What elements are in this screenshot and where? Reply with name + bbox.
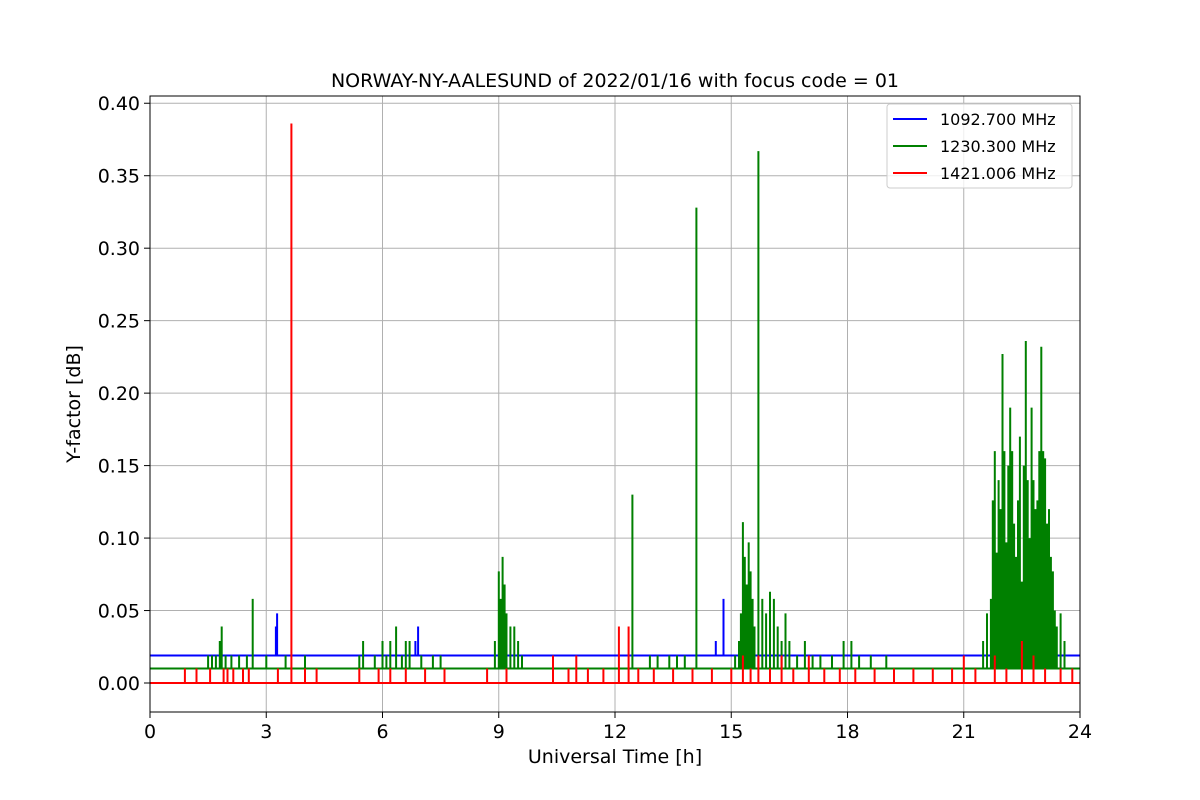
x-tick-label: 21 xyxy=(952,721,976,743)
x-tick-label: 12 xyxy=(603,721,627,743)
series-line-0 xyxy=(150,598,1080,657)
y-tick-label: 0.00 xyxy=(98,673,140,695)
y-tick-label: 0.35 xyxy=(98,166,140,188)
series-line-2 xyxy=(150,123,1080,684)
chart-title: NORWAY-NY-AALESUND of 2022/01/16 with fo… xyxy=(331,70,899,92)
x-tick-label: 9 xyxy=(493,721,505,743)
axis-ticks: 0 3 6 9 12 15 18 21 24 0.00 0.05 0.10 0.15 0.20 0.25 0.… xyxy=(98,93,1092,743)
legend-label-0: 1092.700 MHz xyxy=(940,110,1056,129)
x-tick-label: 15 xyxy=(719,721,743,743)
legend-label-1: 1230.300 MHz xyxy=(940,137,1056,156)
y-tick-label: 0.10 xyxy=(98,528,140,550)
x-axis-label: Universal Time [h] xyxy=(528,746,702,768)
series-line-1 xyxy=(150,151,1080,670)
series-layer xyxy=(150,123,1080,684)
y-tick-label: 0.40 xyxy=(98,93,140,115)
legend: 1092.700 MHz 1230.300 MHz 1421.006 MHz xyxy=(886,103,1073,189)
x-tick-label: 3 xyxy=(260,721,272,743)
x-tick-label: 18 xyxy=(835,721,859,743)
y-tick-label: 0.05 xyxy=(98,601,140,623)
y-tick-label: 0.15 xyxy=(98,456,140,478)
y-tick-label: 0.25 xyxy=(98,311,140,333)
x-tick-label: 6 xyxy=(376,721,388,743)
legend-box xyxy=(886,103,1073,189)
x-tick-label: 24 xyxy=(1068,721,1092,743)
x-tick-label: 0 xyxy=(144,721,156,743)
y-tick-label: 0.20 xyxy=(98,383,140,405)
y-tick-label: 0.30 xyxy=(98,238,140,260)
y-axis-label: Y-factor [dB] xyxy=(63,345,85,464)
legend-label-2: 1421.006 MHz xyxy=(940,164,1056,183)
